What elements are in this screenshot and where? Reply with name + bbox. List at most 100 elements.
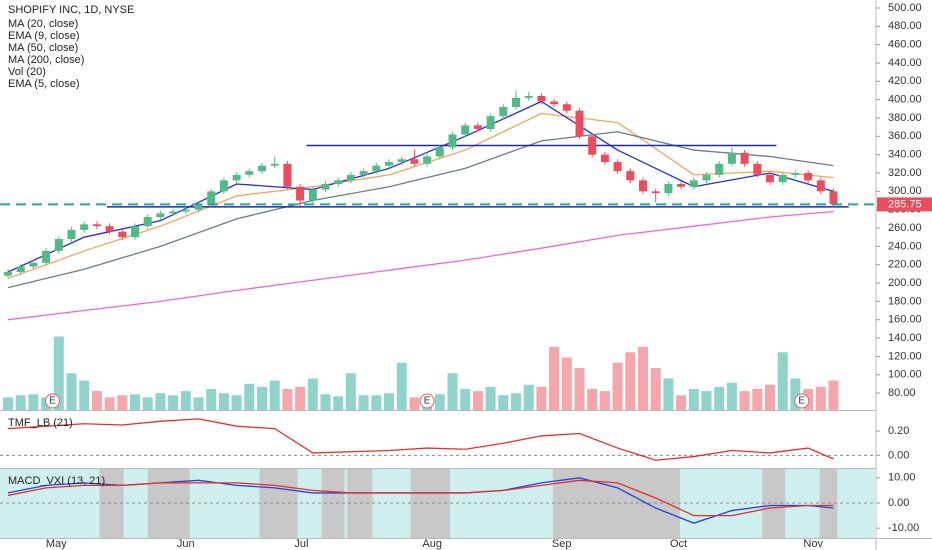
candle-body <box>308 189 317 201</box>
candle-body <box>283 163 292 187</box>
y-tick-label: 420.00 <box>888 75 922 87</box>
volume-bar <box>447 373 458 410</box>
candle-body <box>169 211 178 214</box>
volume-bar <box>777 352 788 410</box>
volume-bar <box>15 395 26 410</box>
x-tick-label: May <box>46 538 67 550</box>
volume-bar <box>434 394 445 410</box>
legend-entry: MA (200, close) <box>8 54 84 66</box>
volume-bar <box>511 393 521 410</box>
volume-bar <box>91 391 102 410</box>
volume-bar <box>206 389 217 410</box>
y-tick-label: 380.00 <box>888 112 922 124</box>
candle-body <box>461 125 470 135</box>
y-tick-label: 180.00 <box>888 295 922 307</box>
candle-body <box>258 165 266 172</box>
indicator-line <box>7 418 834 461</box>
indicator-line <box>7 210 834 321</box>
volume-bar <box>130 394 140 410</box>
candle-body <box>588 136 597 155</box>
candle-body <box>766 174 774 183</box>
x-tick-label: Jun <box>177 538 195 550</box>
earnings-label: E <box>424 396 431 407</box>
candle-body <box>600 154 609 163</box>
volume-bar <box>307 378 318 410</box>
volume-bar <box>739 391 750 410</box>
y-tick-label: 0.00 <box>888 449 909 461</box>
candle-body <box>702 174 711 181</box>
volume-bar <box>485 386 496 410</box>
candle-body <box>677 184 686 187</box>
volume-bar <box>142 397 153 410</box>
volume-bar <box>561 357 572 410</box>
volume-bar <box>218 393 229 410</box>
volume-bar <box>155 393 166 410</box>
candle-body <box>29 262 38 267</box>
y-tick-label: 480.00 <box>888 20 922 32</box>
y-tick-label: 400.00 <box>888 94 922 106</box>
indicator-line <box>7 479 834 517</box>
y-tick-label: -10.00 <box>888 522 919 534</box>
volume-bar <box>815 386 826 410</box>
volume-bar <box>714 386 725 410</box>
legend-entry: EMA (9, close) <box>8 30 80 42</box>
shaded-region <box>347 469 373 538</box>
volume-bar <box>726 382 737 410</box>
candle-body <box>385 162 393 166</box>
legend-entry: MA (50, close) <box>8 42 78 54</box>
candle-body <box>499 106 508 117</box>
candle-body <box>448 134 457 148</box>
candle-body <box>359 171 368 175</box>
volume-bar <box>612 362 623 410</box>
volume-bar <box>282 389 293 410</box>
volume-bar <box>3 397 13 410</box>
y-tick-label: 10.00 <box>888 472 916 484</box>
chart-title: SHOPIFY INC, 1D, NYSE <box>8 4 134 16</box>
indicator-title: TMF_LB (21) <box>8 417 73 429</box>
candle-body <box>67 229 76 240</box>
candle-body <box>575 110 584 137</box>
candle-body <box>804 173 813 181</box>
volume-bar <box>269 380 280 410</box>
volume-bar <box>53 336 64 410</box>
candle-body <box>372 165 381 172</box>
shaded-region <box>819 469 838 538</box>
earnings-label: E <box>49 396 56 407</box>
earnings-marker <box>44 393 60 409</box>
x-tick-label: Aug <box>422 538 442 550</box>
candle-body <box>92 224 101 227</box>
shaded-region <box>762 469 786 538</box>
y-tick-label: 140.00 <box>888 332 922 344</box>
y-tick-label: 80.00 <box>888 387 916 399</box>
volume-bar <box>752 389 763 410</box>
volume-bar <box>117 395 128 410</box>
candle-body <box>131 226 139 238</box>
volume-bar <box>536 386 547 410</box>
volume-bar <box>638 347 648 410</box>
candle-body <box>778 174 787 183</box>
candle-body <box>232 174 241 181</box>
volume-bar <box>180 391 191 410</box>
volume-bar <box>701 391 712 410</box>
candle-body <box>4 272 12 276</box>
shaded-region <box>259 469 298 538</box>
volume-bar <box>320 394 331 410</box>
candle-body <box>639 180 647 192</box>
candle-body <box>181 209 190 212</box>
indicator-line <box>7 131 834 289</box>
y-tick-label: 100.00 <box>888 369 922 381</box>
volume-bar <box>396 362 407 410</box>
candle-body <box>664 184 673 194</box>
candle-body <box>486 116 495 129</box>
y-tick-label: 340.00 <box>888 149 922 161</box>
candle-body <box>829 191 838 205</box>
candle-body <box>16 266 25 273</box>
volume-bar <box>231 395 242 410</box>
volume-bar <box>384 393 394 410</box>
volume-bar <box>193 397 204 410</box>
earnings-marker <box>794 393 810 409</box>
volume-bar <box>345 373 356 410</box>
